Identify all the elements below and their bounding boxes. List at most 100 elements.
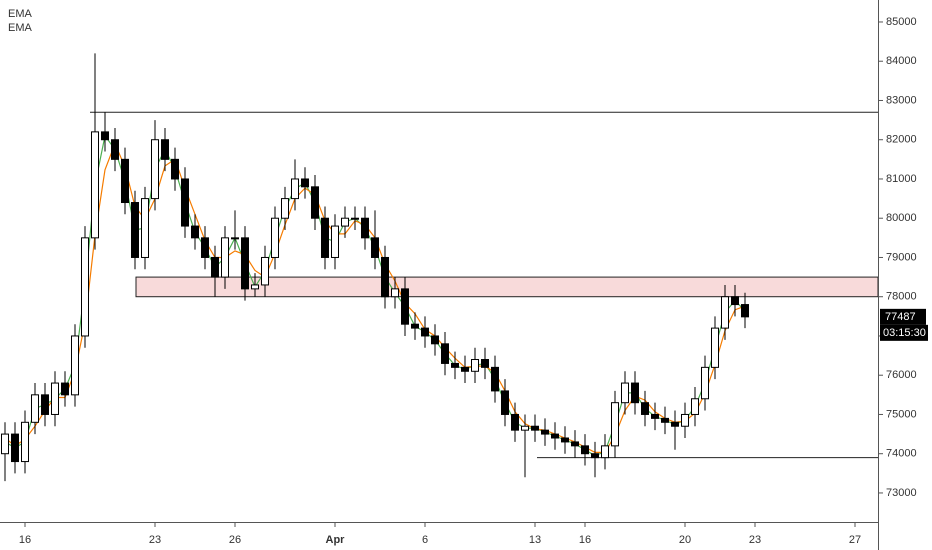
- candle-body: [581, 445, 589, 455]
- candle-body: [51, 382, 59, 415]
- candle-body: [651, 413, 659, 419]
- candle-body: [531, 425, 539, 431]
- candle-body: [411, 323, 419, 329]
- candle-body: [301, 178, 309, 188]
- y-tick-label: 73000: [886, 487, 917, 499]
- candle-body: [281, 198, 289, 219]
- candle-body: [691, 398, 699, 415]
- plot: [1, 53, 879, 482]
- candle-body: [441, 343, 449, 364]
- candle-body: [121, 158, 129, 204]
- candle-body: [321, 217, 329, 258]
- candle-body: [711, 327, 719, 368]
- candle-body: [671, 421, 679, 427]
- candle-body: [211, 256, 219, 278]
- x-tick-label: 23: [149, 534, 161, 546]
- candle-body: [311, 186, 319, 219]
- y-tick-label: 76000: [886, 369, 917, 381]
- candle-body: [601, 445, 609, 459]
- legend-entry: EMA: [8, 8, 33, 20]
- y-tick-label: 85000: [886, 16, 917, 28]
- x-tick-label: 6: [422, 534, 428, 546]
- y-tick-label: 83000: [886, 94, 917, 106]
- candle-body: [181, 178, 189, 227]
- candle-body: [361, 217, 369, 239]
- y-tick-label: 79000: [886, 251, 917, 263]
- y-tick-label: 80000: [886, 212, 917, 224]
- candle-body: [621, 382, 629, 404]
- candle-body: [21, 421, 29, 463]
- candle-body: [231, 237, 239, 240]
- candle-body: [111, 139, 119, 160]
- candle-body: [451, 362, 459, 368]
- x-tick-label: 23: [749, 534, 761, 546]
- x-tick-label: Apr: [326, 534, 346, 546]
- candle-body: [551, 433, 559, 439]
- x-tick-label: 20: [679, 534, 691, 546]
- candle-body: [41, 394, 49, 415]
- candle-body: [561, 437, 569, 443]
- x-tick-label: 16: [579, 534, 591, 546]
- candle-body: [271, 217, 279, 258]
- candle-body: [1, 433, 9, 455]
- candle-body: [161, 139, 169, 160]
- x-tick-label: 13: [529, 534, 541, 546]
- candle-body: [61, 382, 69, 396]
- candle-body: [391, 288, 399, 298]
- candle-body: [461, 366, 469, 372]
- candle-body: [481, 359, 489, 368]
- candle-body: [681, 413, 689, 427]
- y-tick-label: 75000: [886, 408, 917, 420]
- x-tick-label: 27: [849, 534, 861, 546]
- y-tick-label: 84000: [886, 55, 917, 67]
- x-tick-label: 26: [229, 534, 241, 546]
- candle-body: [511, 413, 519, 431]
- candle-body: [661, 417, 669, 423]
- candle-body: [151, 139, 159, 200]
- candle-body: [251, 284, 259, 290]
- candle-body: [501, 390, 509, 415]
- candle-body: [701, 366, 709, 400]
- candle-body: [331, 225, 339, 258]
- candle-body: [541, 429, 549, 435]
- candle-body: [91, 131, 99, 239]
- candle-body: [721, 296, 729, 329]
- countdown-label: 03:15:30: [883, 327, 926, 339]
- legend-entry: EMA: [8, 22, 33, 34]
- candle-body: [381, 256, 389, 298]
- candle-body: [611, 402, 619, 447]
- candle-body: [171, 158, 179, 180]
- candle-body: [241, 237, 249, 290]
- candle-body: [371, 237, 379, 258]
- candle-body: [81, 237, 89, 337]
- countdown-box: [880, 324, 928, 341]
- candle-body: [741, 304, 749, 318]
- candle-body: [421, 327, 429, 337]
- candle-body: [201, 237, 209, 258]
- candle-body: [221, 237, 229, 278]
- candle-body: [431, 335, 439, 345]
- candle-body: [141, 198, 149, 258]
- candle-body: [291, 178, 299, 200]
- candle-body: [471, 359, 479, 372]
- candle-body: [521, 425, 529, 431]
- candle-body: [571, 441, 579, 447]
- candle-body: [191, 225, 199, 239]
- candle-body: [101, 131, 109, 141]
- candle-body: [31, 394, 39, 423]
- y-tick-label: 78000: [886, 291, 917, 303]
- candle-body: [351, 217, 359, 220]
- y-tick-label: 81000: [886, 173, 917, 185]
- candle-body: [341, 217, 349, 227]
- y-tick-label: 82000: [886, 134, 917, 146]
- last-price-box: [880, 308, 926, 325]
- candle-body: [71, 335, 79, 396]
- candle-body: [731, 296, 739, 306]
- candle-body: [11, 433, 19, 463]
- candle-body: [401, 288, 409, 325]
- candle-body: [261, 256, 269, 286]
- x-tick-label: 16: [19, 534, 31, 546]
- candle-body: [131, 202, 139, 258]
